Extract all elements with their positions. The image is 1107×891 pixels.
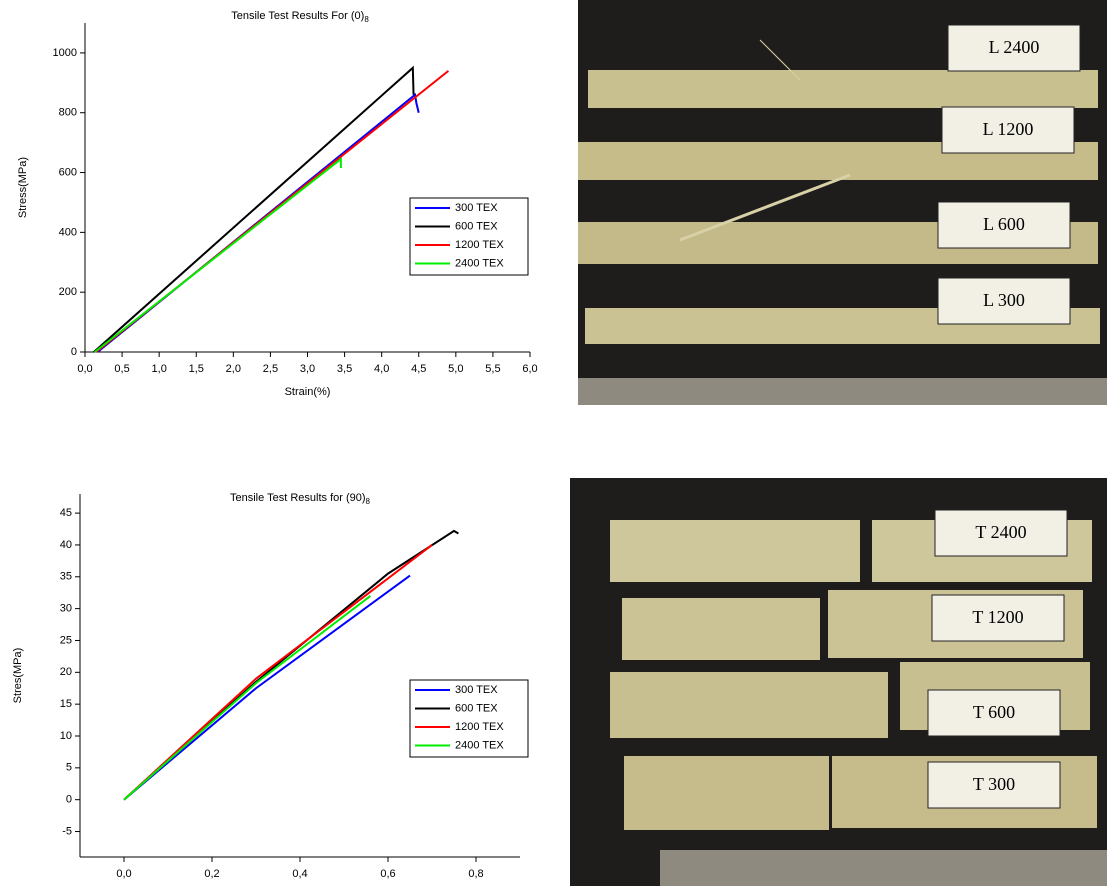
legend-label: 300 TEX	[455, 202, 498, 214]
chart-title: Tensile Test Results For (0)8	[231, 10, 369, 24]
x-tick-label: 4,0	[374, 363, 389, 375]
photo-label: T 300	[973, 774, 1015, 794]
x-tick-label: 2,0	[226, 363, 241, 375]
legend-label: 1200 TEX	[455, 721, 504, 733]
y-tick-label: 200	[59, 286, 77, 298]
photo-label: L 2400	[989, 37, 1040, 57]
data-line	[124, 531, 458, 800]
legend-label: 600 TEX	[455, 702, 498, 714]
y-tick-label: 5	[66, 762, 72, 774]
title-subscript: 8	[364, 15, 369, 24]
x-axis-label: Strain(%)	[285, 386, 331, 398]
y-axis-label: Stres(MPa)	[12, 648, 24, 704]
x-tick-label: 3,5	[337, 363, 352, 375]
y-tick-label: 0	[71, 346, 77, 358]
y-tick-label: 600	[59, 166, 77, 178]
y-tick-label: 35	[60, 571, 72, 583]
photo-label: L 300	[983, 290, 1025, 310]
y-tick-label: 1000	[53, 47, 77, 59]
y-tick-label: -5	[62, 825, 72, 837]
title-subscript: 8	[366, 497, 371, 506]
photo-label: T 600	[973, 702, 1015, 722]
data-line	[94, 68, 414, 352]
x-tick-label: 0,0	[77, 363, 92, 375]
y-tick-label: 25	[60, 634, 72, 646]
photo-label: T 2400	[975, 522, 1026, 542]
x-tick-label: 1,0	[152, 363, 167, 375]
x-tick-label: 0,8	[468, 868, 483, 880]
x-tick-label: 0,2	[204, 868, 219, 880]
data-line	[124, 576, 410, 800]
x-tick-label: 0,0	[116, 868, 131, 880]
y-tick-label: 0	[66, 794, 72, 806]
y-tick-label: 10	[60, 730, 72, 742]
y-tick-label: 45	[60, 507, 72, 519]
x-tick-label: 1,5	[189, 363, 204, 375]
y-tick-label: 15	[60, 698, 72, 710]
y-tick-label: 400	[59, 226, 77, 238]
y-tick-label: 30	[60, 603, 72, 615]
x-tick-label: 2,5	[263, 363, 278, 375]
x-tick-label: 4,5	[411, 363, 426, 375]
x-tick-label: 0,6	[380, 868, 395, 880]
y-tick-label: 40	[60, 539, 72, 551]
photo-label: T 1200	[972, 607, 1023, 627]
title-text: Tensile Test Results For (0)	[231, 10, 364, 22]
y-axis-label: Stress(MPa)	[17, 157, 29, 218]
legend-label: 2400 TEX	[455, 739, 504, 751]
x-tick-label: 5,0	[448, 363, 463, 375]
photo-label: L 1200	[983, 119, 1034, 139]
legend-label: 1200 TEX	[455, 239, 504, 251]
data-line	[95, 159, 341, 352]
x-tick-label: 0,5	[114, 363, 129, 375]
x-tick-label: 3,0	[300, 363, 315, 375]
y-tick-label: 20	[60, 666, 72, 678]
x-tick-label: 0,4	[292, 868, 307, 880]
x-tick-label: 6,0	[522, 363, 537, 375]
figure: Tensile Test Results For (0)802004006008…	[0, 0, 1107, 886]
x-tick-label: 5,5	[485, 363, 500, 375]
legend-label: 300 TEX	[455, 684, 498, 696]
title-text: Tensile Test Results for (90)	[230, 492, 366, 504]
chart-title: Tensile Test Results for (90)8	[230, 492, 371, 506]
legend-label: 2400 TEX	[455, 257, 504, 269]
y-tick-label: 800	[59, 107, 77, 119]
photo-label: L 600	[983, 214, 1025, 234]
legend-label: 600 TEX	[455, 220, 498, 232]
